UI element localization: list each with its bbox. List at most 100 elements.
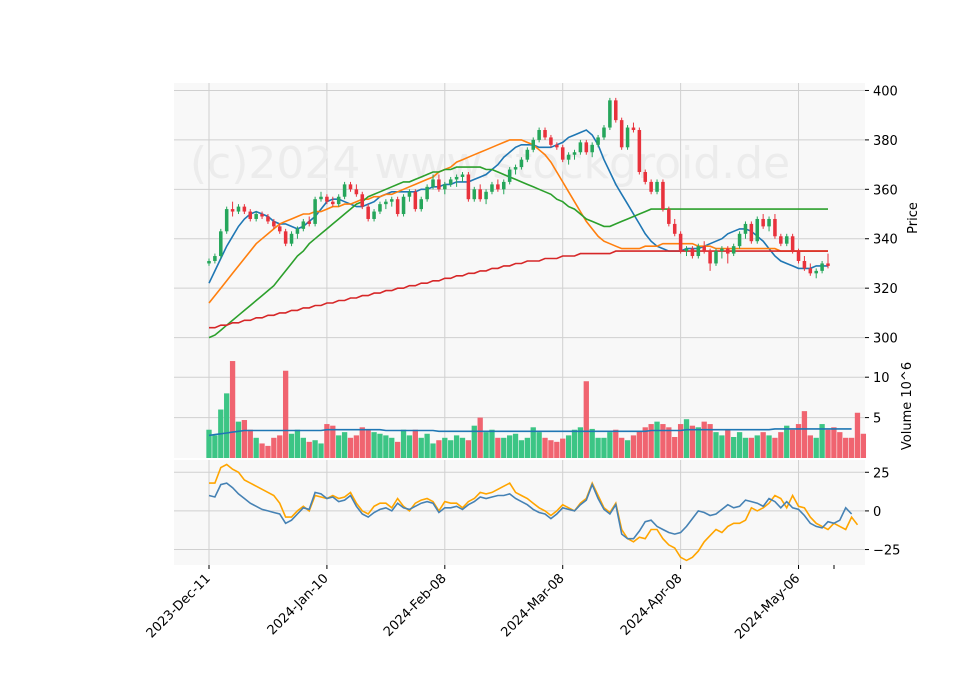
candlestick — [354, 184, 359, 197]
candlestick — [796, 248, 801, 264]
volume-bar — [400, 429, 407, 458]
candlestick — [714, 248, 718, 266]
volume-bar — [683, 419, 690, 458]
volume-bar — [300, 437, 306, 458]
candlestick — [637, 127, 642, 175]
volume-bar — [241, 420, 248, 458]
volume-bar — [229, 361, 236, 458]
candle-body — [448, 179, 453, 185]
candle-body — [224, 209, 229, 232]
volume-bar — [430, 443, 436, 458]
oscillator-line-osc_b — [209, 463, 859, 562]
candle-body — [720, 248, 724, 252]
volume-bar — [418, 437, 424, 458]
volume-bar — [318, 443, 324, 458]
volume-bar — [554, 441, 560, 458]
volume-bar — [660, 424, 666, 458]
candlestick — [596, 134, 600, 148]
candle-body — [472, 189, 477, 200]
volume-bar — [754, 435, 760, 458]
volume-bar — [489, 429, 495, 458]
candlestick — [643, 169, 648, 185]
volume-axis-label: Volume 10^6 — [900, 362, 915, 450]
volume-bar — [483, 432, 489, 458]
volume-bar — [424, 433, 430, 458]
candle-body — [566, 154, 571, 160]
candlestick — [690, 246, 695, 259]
candle-body — [319, 196, 323, 200]
candlestick — [720, 246, 724, 259]
volume-bar — [784, 425, 790, 458]
candlestick — [531, 137, 536, 153]
candle-body — [437, 179, 441, 190]
candlestick — [761, 214, 765, 229]
candle-body — [773, 218, 777, 237]
volume-bar — [518, 440, 525, 458]
candle-body — [307, 221, 311, 224]
volume-bar — [277, 435, 283, 458]
candle-body — [684, 248, 689, 252]
candlestick — [401, 194, 406, 217]
volume-tick-label: 5 — [873, 412, 881, 427]
candlestick — [283, 228, 288, 247]
candlestick — [802, 256, 807, 271]
volume-bar — [536, 432, 542, 458]
volume-bar — [707, 424, 713, 458]
candle-body — [525, 149, 530, 160]
candle-body — [826, 263, 830, 266]
volume-bar — [477, 417, 483, 458]
candle-body — [702, 246, 706, 252]
candle-body — [254, 214, 258, 219]
volume-bar — [288, 433, 295, 458]
candle-body — [342, 184, 347, 197]
volume-bar — [837, 432, 843, 458]
candlestick — [496, 179, 500, 192]
candlestick — [384, 199, 388, 210]
volume-bar — [436, 440, 442, 458]
candlestick — [820, 260, 824, 274]
candlestick — [236, 204, 241, 215]
candle-body — [419, 199, 423, 210]
candle-body — [560, 147, 565, 160]
volume-bar — [353, 435, 360, 458]
volume-bar — [648, 424, 654, 458]
candle-body — [796, 251, 801, 261]
candlestick — [560, 144, 565, 163]
candlestick — [784, 233, 789, 247]
candle-body — [537, 130, 541, 140]
volume-bar — [377, 433, 383, 458]
volume-bar — [512, 433, 519, 458]
candle-body — [808, 268, 813, 274]
candlestick — [549, 134, 553, 148]
volume-bar — [389, 437, 395, 458]
candle-body — [507, 169, 512, 182]
candle-body — [230, 209, 235, 212]
volume-bars — [206, 361, 867, 458]
candle-body — [572, 152, 577, 155]
candle-body — [790, 236, 795, 252]
volume-bar — [571, 429, 578, 458]
candle-body — [631, 127, 636, 131]
volume-bar — [701, 421, 707, 458]
candle-body — [696, 246, 701, 257]
candlestick — [631, 122, 636, 133]
candle-body — [389, 199, 394, 202]
volume-bar — [501, 437, 507, 458]
candlestick — [443, 181, 447, 195]
candle-body — [478, 189, 482, 200]
candlestick — [501, 179, 506, 195]
candlestick — [678, 231, 683, 254]
volume-bar — [595, 437, 601, 458]
price-panel — [174, 83, 865, 350]
volume-bar — [772, 437, 778, 458]
series-line-sma_50 — [208, 166, 828, 339]
candle-body — [714, 251, 718, 264]
candlestick — [537, 127, 541, 143]
candle-body — [266, 216, 270, 222]
candlestick — [342, 181, 347, 200]
volume-bar — [789, 429, 796, 458]
candlestick — [543, 127, 547, 140]
volume-bar — [748, 437, 755, 458]
volume-bar — [459, 437, 466, 458]
candle-body — [295, 228, 300, 234]
